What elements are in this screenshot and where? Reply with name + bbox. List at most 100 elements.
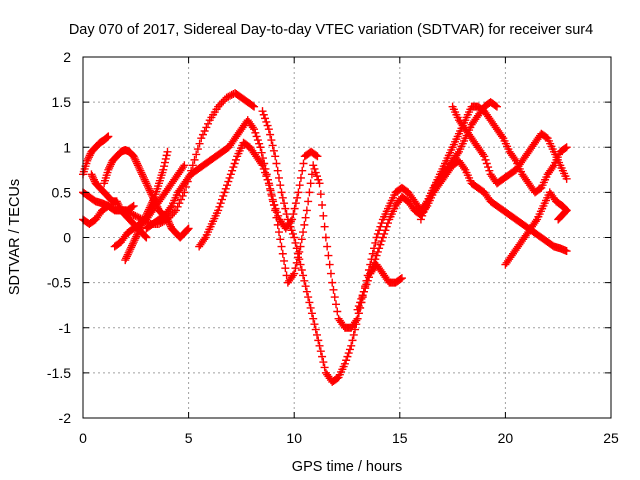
data-point — [286, 222, 295, 231]
data-point — [315, 179, 324, 188]
data-point — [143, 181, 152, 190]
data-point — [138, 219, 147, 228]
data-point — [145, 186, 154, 195]
data-point — [136, 166, 145, 175]
data-point — [294, 188, 303, 197]
data-point — [173, 202, 182, 211]
data-point — [295, 255, 304, 264]
data-point — [269, 146, 278, 155]
data-point — [144, 205, 153, 214]
data-point — [419, 208, 428, 217]
data-point — [318, 352, 327, 361]
y-tick-label: -2 — [59, 410, 72, 426]
data-point — [127, 243, 136, 252]
data-point — [142, 233, 151, 242]
data-point — [176, 195, 185, 204]
data-point — [200, 235, 209, 244]
data-point — [89, 175, 98, 184]
data-point — [297, 265, 306, 274]
y-tick-label: -1 — [59, 320, 72, 336]
data-point — [274, 173, 283, 182]
data-point — [285, 219, 294, 228]
data-point — [144, 207, 153, 216]
data-point — [219, 97, 228, 106]
data-point — [293, 193, 302, 202]
data-point — [273, 166, 282, 175]
data-point — [256, 143, 265, 152]
y-tick-label: 0 — [63, 230, 71, 246]
data-point — [133, 228, 142, 237]
data-point — [358, 291, 367, 300]
data-point — [562, 174, 571, 183]
data-point — [188, 161, 197, 170]
data-point — [328, 278, 337, 287]
data-point — [367, 265, 376, 274]
data-point — [324, 251, 333, 260]
data-point — [262, 117, 271, 126]
data-point — [531, 217, 540, 226]
x-tick-label: 10 — [286, 430, 302, 446]
data-point — [104, 165, 113, 174]
data-point — [291, 238, 300, 247]
data-point — [224, 177, 233, 186]
data-point — [510, 154, 519, 163]
data-point — [298, 166, 307, 175]
data-point — [345, 345, 354, 354]
data-point — [416, 215, 425, 224]
data-point — [418, 211, 427, 220]
data-point — [274, 228, 283, 237]
data-point — [307, 309, 316, 318]
data-point — [261, 114, 270, 123]
data-point — [105, 164, 114, 173]
data-point — [168, 210, 177, 219]
data-point — [216, 199, 225, 208]
data-point — [498, 132, 507, 141]
data-point — [268, 195, 277, 204]
data-point — [296, 173, 305, 182]
data-point — [361, 284, 370, 293]
data-point — [138, 170, 147, 179]
data-point — [485, 166, 494, 175]
data-point — [381, 226, 390, 235]
data-point — [295, 181, 304, 190]
data-point — [179, 163, 188, 172]
y-tick-label: 2 — [63, 49, 71, 65]
data-point — [302, 287, 311, 296]
data-point — [356, 298, 365, 307]
data-point — [140, 231, 149, 240]
data-point — [161, 154, 170, 163]
data-point — [364, 273, 373, 282]
data-point — [128, 202, 137, 211]
data-point — [225, 173, 234, 182]
data-point — [163, 147, 172, 156]
data-point — [129, 210, 138, 219]
data-point — [268, 141, 277, 150]
data-point — [144, 182, 153, 191]
data-point — [349, 330, 358, 339]
x-tick-label: 0 — [79, 430, 87, 446]
data-point — [276, 181, 285, 190]
data-point — [276, 235, 285, 244]
data-point — [197, 134, 206, 143]
data-point — [282, 210, 291, 219]
data-point — [299, 228, 308, 237]
data-point — [315, 341, 324, 350]
data-point — [321, 233, 330, 242]
x-tick-label: 20 — [498, 430, 514, 446]
data-point — [141, 232, 150, 241]
data-point — [370, 258, 379, 267]
data-point — [344, 349, 353, 358]
data-point — [272, 213, 281, 222]
chart-title: Day 070 of 2017, Sidereal Day-to-day VTE… — [69, 22, 593, 38]
data-point — [373, 247, 382, 256]
data-point — [333, 307, 342, 316]
data-point — [135, 164, 144, 173]
data-point — [561, 207, 570, 216]
data-point — [143, 209, 152, 218]
data-point — [248, 101, 257, 110]
data-point — [354, 309, 363, 318]
data-point — [267, 136, 276, 145]
data-point — [368, 249, 377, 258]
data-point — [129, 201, 138, 210]
data-point — [163, 215, 172, 224]
